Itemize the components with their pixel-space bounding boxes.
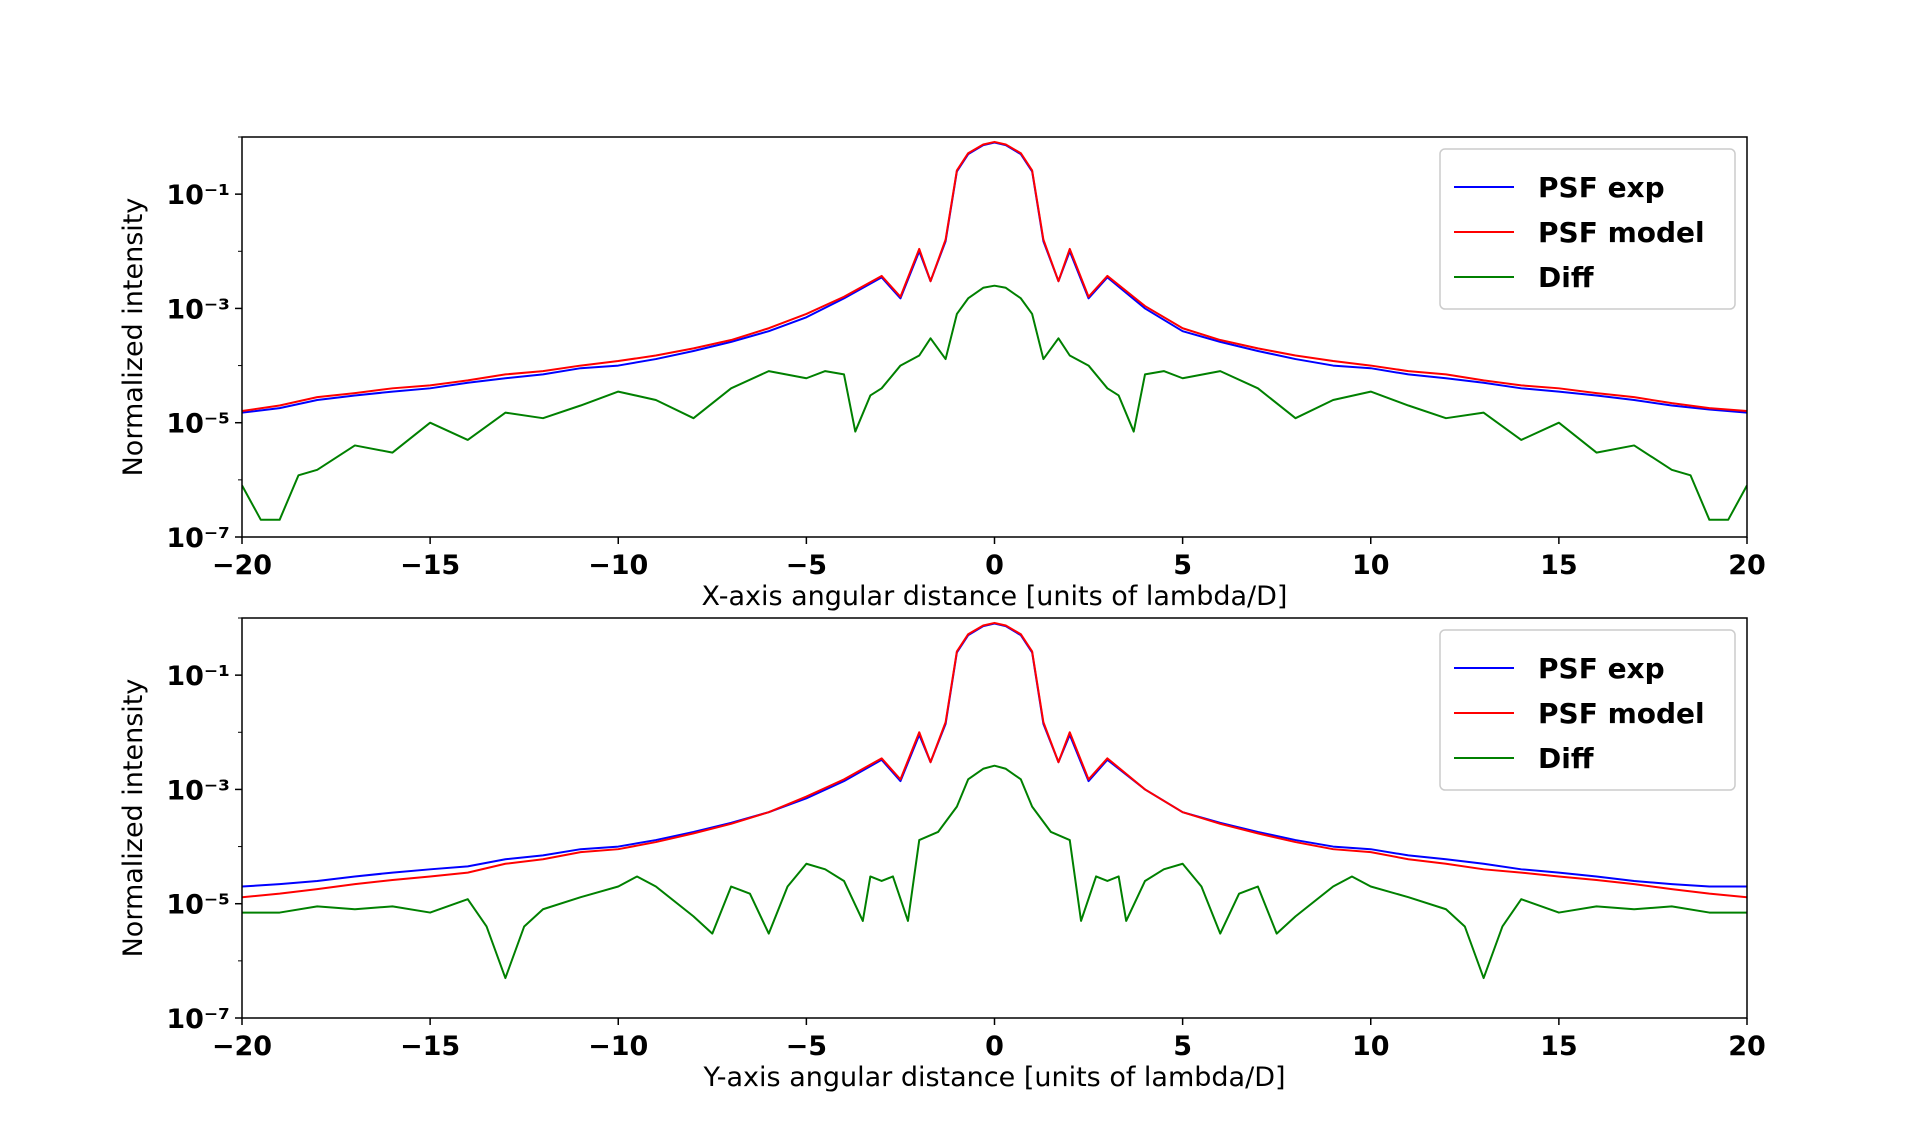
y-tick-label: 10⁻¹ [166, 180, 230, 211]
y-tick-label: 10⁻³ [166, 294, 230, 325]
y-tick-label: 10⁻¹ [166, 661, 230, 692]
y-tick-label: 10⁻⁵ [166, 890, 230, 921]
x-axis-title: X-axis angular distance [units of lambda… [702, 581, 1288, 612]
chart-panel-2: −20 −15 −10 −5 0 5 10 15 20 10⁻⁷ 10⁻⁵ 10⁻³ 10⁻¹ Y-axi… [118, 617, 1766, 1093]
x-tick-label: 5 [1173, 1031, 1192, 1062]
series-group [242, 140, 1747, 521]
x-tick-label: 5 [1173, 550, 1192, 581]
x-tick-label: −10 [588, 550, 648, 581]
x-tick-label: 20 [1728, 550, 1766, 581]
legend-label-psf-model: PSF model [1538, 697, 1705, 730]
legend: PSF exp PSF model Diff [1439, 629, 1736, 791]
series-group [242, 621, 1747, 980]
y-tick-label: 10⁻⁵ [166, 409, 230, 440]
series-line-diff [242, 284, 1747, 521]
legend: PSF exp PSF model Diff [1439, 148, 1736, 310]
series-line-psf-model [242, 140, 1747, 413]
x-tick-label: 0 [985, 550, 1004, 581]
y-tick-label: 10⁻⁷ [166, 523, 230, 554]
y-tick-label: 10⁻⁷ [166, 1004, 230, 1035]
x-tick-label: −15 [400, 550, 460, 581]
series-line-psf-model [242, 621, 1747, 899]
x-axis-title: Y-axis angular distance [units of lambda… [702, 1062, 1285, 1093]
x-tick-label: −20 [212, 1031, 272, 1062]
legend-box [1439, 629, 1736, 791]
x-tick-label: 20 [1728, 1031, 1766, 1062]
x-tick-label: 10 [1352, 1031, 1390, 1062]
legend-label-diff: Diff [1538, 742, 1594, 775]
x-tick-label: −5 [786, 550, 827, 581]
legend-box [1439, 148, 1736, 310]
y-axis-title: Normalized intensity [118, 679, 149, 958]
x-tick-label: 10 [1352, 550, 1390, 581]
legend-label-psf-model: PSF model [1538, 216, 1705, 249]
x-tick-label: −10 [588, 1031, 648, 1062]
chart-panel-1: −20 −15 −10 −5 0 5 10 15 20 10⁻⁷ 10⁻⁵ 10⁻³ 10⁻¹ X-axi… [118, 136, 1766, 612]
legend-label-psf-exp: PSF exp [1538, 171, 1665, 204]
x-tick-label: −5 [786, 1031, 827, 1062]
x-tick-label: 15 [1540, 550, 1578, 581]
y-tick-label: 10⁻³ [166, 775, 230, 806]
y-axis-title: Normalized intensity [118, 198, 149, 477]
x-tick-label: 0 [985, 1031, 1004, 1062]
x-tick-label: −20 [212, 550, 272, 581]
x-tick-label: −15 [400, 1031, 460, 1062]
x-tick-label: 15 [1540, 1031, 1578, 1062]
legend-label-psf-exp: PSF exp [1538, 652, 1665, 685]
legend-label-diff: Diff [1538, 261, 1594, 294]
series-line-diff [242, 764, 1747, 980]
